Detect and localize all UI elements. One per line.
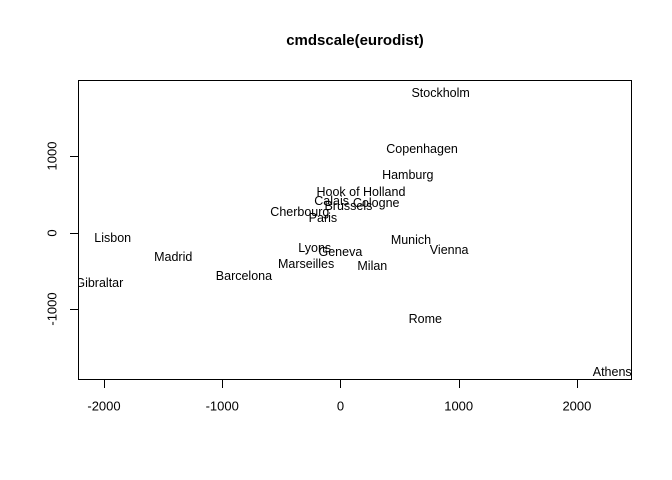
city-label-geneva: Geneva: [318, 245, 363, 260]
x-axis-tick: [576, 380, 578, 388]
city-label-athens: Athens: [592, 364, 632, 379]
y-axis-tick-label: 0: [44, 229, 60, 237]
city-label-rome: Rome: [408, 311, 442, 326]
city-label-marseilles: Marseilles: [277, 256, 335, 271]
x-axis-tick: [222, 380, 224, 388]
y-axis-tick: [70, 232, 78, 234]
chart-title: cmdscale(eurodist): [286, 32, 424, 49]
y-axis-tick: [70, 156, 78, 158]
city-label-copenhagen: Copenhagen: [386, 142, 458, 157]
x-axis-tick-label: 0: [336, 398, 345, 414]
city-label-hamburg: Hamburg: [382, 167, 434, 182]
city-label-calais: Calais: [314, 194, 350, 209]
city-label-cologne: Cologne: [352, 196, 400, 210]
city-label-madrid: Madrid: [154, 250, 193, 265]
x-axis-tick: [458, 380, 460, 388]
x-axis-tick: [340, 380, 342, 388]
city-label-hook-of-holland: Hook of Holland: [316, 184, 406, 199]
city-label-paris: Paris: [308, 210, 338, 225]
x-axis-tick-label: -2000: [87, 398, 121, 414]
city-label-cherbourg: Cherbourg: [270, 204, 330, 219]
city-label-lisbon: Lisbon: [94, 230, 132, 245]
city-label-barcelona: Barcelona: [215, 268, 273, 283]
plot-area: Athens Barcelona Brussels Calais Cherbourg Co…: [78, 80, 632, 380]
city-label-munich: Munich: [390, 233, 432, 248]
x-axis-tick: [104, 380, 105, 388]
city-label-gibraltar: Gibraltar: [78, 276, 124, 291]
city-label-vienna: Vienna: [429, 242, 469, 257]
city-label-brussels: Brussels: [324, 198, 373, 213]
x-axis-tick-label: -1000: [205, 398, 239, 414]
y-axis-tick: [70, 309, 78, 311]
y-axis-tick-label: -1000: [44, 292, 60, 327]
city-label-stockholm: Stockholm: [411, 86, 470, 101]
city-label-milan: Milan: [357, 258, 388, 273]
city-label-lyons: Lyons: [298, 241, 332, 256]
x-axis-tick-label: 1000: [444, 398, 474, 414]
y-axis-tick-label: 1000: [44, 142, 60, 171]
x-axis-tick-label: 2000: [562, 398, 592, 414]
